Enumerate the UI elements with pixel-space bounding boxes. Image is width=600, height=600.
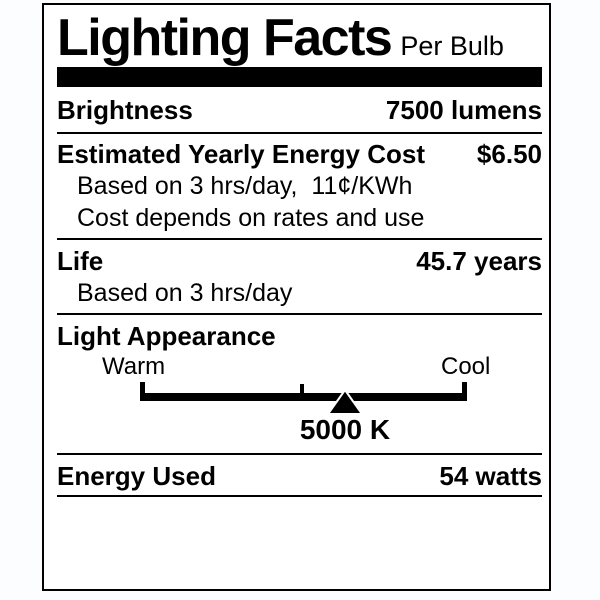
lighting-facts-label: Lighting Facts Per Bulb Brightness 7500 … bbox=[42, 3, 551, 591]
per-bulb-subtitle: Per Bulb bbox=[400, 31, 504, 61]
scale-tick-left bbox=[140, 382, 145, 401]
scale-tick-middle bbox=[300, 384, 304, 401]
energy-cost-value: $6.50 bbox=[476, 139, 542, 169]
section-brightness: Brightness 7500 lumens bbox=[57, 87, 542, 134]
energy-cost-disclaimer-note: Cost depends on rates and use bbox=[77, 204, 425, 232]
light-appearance-label: Light Appearance bbox=[57, 321, 276, 351]
section-life: Life 45.7 years Based on 3 hrs/day bbox=[57, 240, 542, 315]
scale-track bbox=[140, 393, 467, 401]
cool-label: Cool bbox=[441, 353, 491, 380]
warm-label: Warm bbox=[102, 353, 166, 380]
brightness-value: 7500 lumens bbox=[385, 95, 542, 125]
brightness-label: Brightness bbox=[57, 95, 193, 125]
section-light-appearance: Light Appearance Warm Cool 5000 K bbox=[57, 315, 542, 455]
kelvin-value: 5000 K bbox=[299, 414, 391, 445]
section-energy-cost: Estimated Yearly Energy Cost $6.50 Based… bbox=[57, 134, 542, 240]
life-value: 45.7 years bbox=[416, 246, 542, 276]
label-header: Lighting Facts Per Bulb bbox=[57, 9, 542, 87]
header-bar bbox=[57, 67, 542, 87]
energy-used-value: 54 watts bbox=[439, 461, 542, 491]
energy-cost-label: Estimated Yearly Energy Cost bbox=[57, 139, 426, 169]
life-basis-note: Based on 3 hrs/day bbox=[77, 279, 293, 307]
energy-used-label: Energy Used bbox=[57, 461, 216, 491]
light-appearance-scale bbox=[140, 382, 467, 415]
scale-tick-right bbox=[462, 382, 467, 401]
life-label: Life bbox=[57, 246, 104, 276]
section-energy-used: Energy Used 54 watts bbox=[57, 455, 542, 497]
page-title: Lighting Facts bbox=[57, 9, 393, 67]
energy-cost-basis-note: Based on 3 hrs/day, 11¢/KWh bbox=[77, 172, 413, 200]
kelvin-marker-icon bbox=[327, 389, 364, 415]
